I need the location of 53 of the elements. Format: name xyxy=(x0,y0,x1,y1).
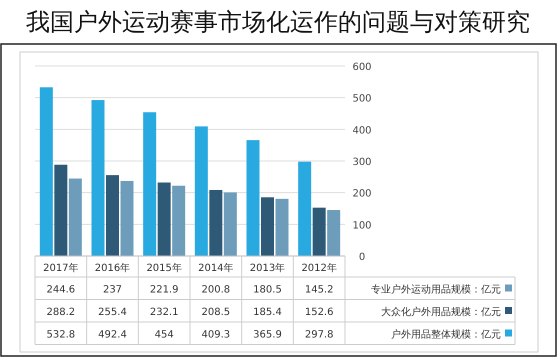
bar xyxy=(106,175,119,256)
y-tick-label: 0 xyxy=(358,252,366,263)
y-tick-label: 500 xyxy=(352,94,372,105)
bar xyxy=(327,210,340,256)
data-label: 409.3 xyxy=(202,330,230,340)
title: 我国户外运动赛事市场化运作的问题与对策研究 xyxy=(26,8,530,36)
y-tick-label: 300 xyxy=(352,157,372,168)
bar xyxy=(40,87,53,256)
legend-label: 户外用品整体规模：亿元 xyxy=(391,328,501,340)
x-tick-label: 2012年 xyxy=(301,262,337,274)
data-label: 492.4 xyxy=(98,330,127,340)
data-label: 208.5 xyxy=(202,307,230,318)
data-label: 365.9 xyxy=(253,330,282,340)
legend-label: 大众化户外用品规模：亿元 xyxy=(381,306,501,318)
y-tick-label: 100 xyxy=(352,220,372,232)
bar xyxy=(224,192,237,256)
data-label: 180.5 xyxy=(253,284,282,296)
bar xyxy=(68,178,82,256)
bar xyxy=(276,198,288,256)
data-label: 454 xyxy=(154,330,174,340)
y-tick-label: 200 xyxy=(352,188,372,200)
data-label: 185.4 xyxy=(253,307,282,318)
y-tick-label: 400 xyxy=(352,125,372,136)
data-label: 232.1 xyxy=(150,307,178,318)
x-tick-label: 2016年 xyxy=(94,262,130,274)
data-label: 297.8 xyxy=(304,330,334,340)
data-label: 200.8 xyxy=(202,284,230,296)
x-tick-label: 2014年 xyxy=(198,262,234,274)
bar xyxy=(54,164,68,256)
data-label: 152.6 xyxy=(304,307,334,318)
bar xyxy=(246,140,260,256)
bar xyxy=(298,162,312,256)
data-label: 532.8 xyxy=(46,330,76,340)
bar xyxy=(261,197,274,256)
data-label: 221.9 xyxy=(150,284,178,296)
bar xyxy=(194,126,208,256)
data-label: 255.4 xyxy=(98,307,127,318)
x-tick-label: 2013年 xyxy=(250,262,286,274)
data-label: 145.2 xyxy=(304,284,334,296)
data-label: 244.6 xyxy=(46,284,76,296)
bar xyxy=(120,180,134,256)
bar xyxy=(209,190,222,256)
bar xyxy=(172,186,186,256)
bar xyxy=(312,208,326,256)
data-label: 237 xyxy=(102,284,122,296)
bar xyxy=(158,182,171,256)
data-label: 288.2 xyxy=(46,307,76,318)
x-tick-label: 2015年 xyxy=(146,262,182,274)
legend-label: 专业户外运动用品规模：亿元 xyxy=(371,284,501,296)
bar xyxy=(92,100,104,256)
bar xyxy=(143,112,156,256)
x-tick-label: 2017年 xyxy=(43,262,79,274)
y-tick-label: 600 xyxy=(352,62,372,73)
